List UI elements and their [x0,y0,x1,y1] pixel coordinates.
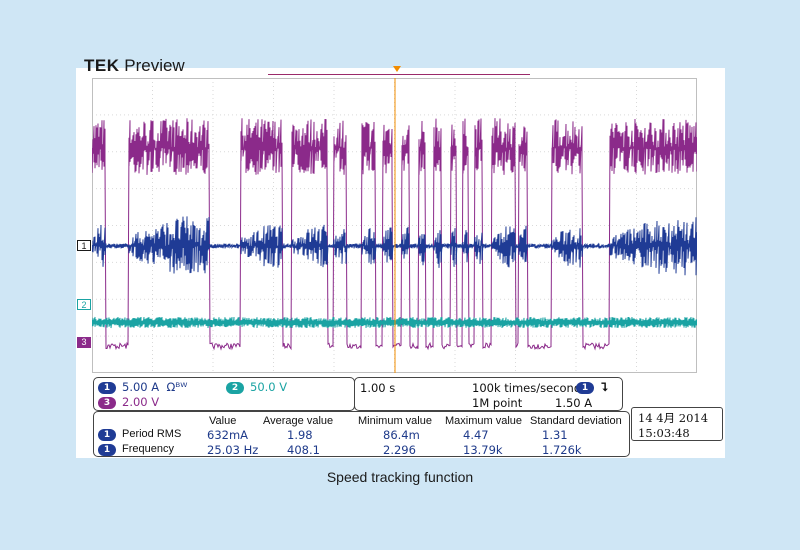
ch3-scale-row[interactable]: 3 2.00 V [98,395,159,409]
row2-average: 408.1 [287,443,320,457]
measurement-panel: Value Average value Minimum value Maximu… [93,411,630,457]
row2-std-dev: 1.726k [542,443,582,457]
ch1-ground-marker[interactable]: 1 [77,240,91,251]
ch1-units-extra: Ωᴮᵂ [166,380,188,394]
datetime-panel: 14 4月 2014 15:03:48 [631,407,723,441]
channel-scale-panel: 1 5.00 A Ωᴮᵂ 2 50.0 V 3 2.00 V [93,377,355,411]
brand-label: TEK [84,56,120,75]
row1-value: 632mA [207,428,249,442]
ch3-scale: 2.00 V [122,395,160,409]
trigger-position-line [268,74,530,75]
ch1-scale-row[interactable]: 1 5.00 A Ωᴮᵂ [98,380,187,394]
falling-edge-icon[interactable]: ⮧ [601,380,608,394]
ch3-waveform [92,118,697,351]
time-label: 15:03:48 [638,426,690,440]
timebase-panel: 1.00 s 100k times/second 1 ⮧ 1M point 1.… [354,377,623,411]
ch3-ground-marker[interactable]: 3 [77,337,91,348]
time-per-div[interactable]: 1.00 s [360,381,396,395]
trigger-source-badge[interactable]: 1 [576,382,594,394]
ch2-scale: 50.0 V [250,380,288,394]
header-std-dev: Standard deviation [530,415,622,427]
date-label: 14 4月 2014 [638,411,709,425]
header-minimum: Minimum value [358,415,432,427]
row2-channel-badge: 1 [98,444,116,456]
ch2-badge: 2 [226,381,244,394]
row1-channel-badge: 1 [98,429,116,441]
trigger-position-marker[interactable] [393,66,401,72]
row1-std-dev: 1.31 [542,428,568,442]
header-value: Value [209,415,237,427]
row2-maximum: 13.79k [463,443,503,457]
trigger-level[interactable]: 1.50 A [555,396,593,410]
header-average: Average value [263,415,334,427]
row1-maximum: 4.47 [463,428,489,442]
ch3-badge: 3 [98,396,116,409]
row2-minimum: 2.296 [383,443,416,457]
scope-title: TEK Preview [84,56,185,76]
record-length: 1M point [472,396,523,410]
ch2-ground-marker[interactable]: 2 [77,299,91,310]
ch2-scale-row[interactable]: 2 50.0 V [226,380,287,394]
ch1-badge: 1 [98,381,116,394]
row1-average: 1.98 [287,428,313,442]
title-rest: Preview [124,56,185,75]
sample-rate: 100k times/second [472,381,582,395]
row2-name: Frequency [122,443,174,455]
row2-value: 25.03 Hz [207,443,259,457]
row1-minimum: 86.4m [383,428,420,442]
ch1-scale: 5.00 A [122,380,160,394]
row1-name: Period RMS [122,428,182,440]
header-maximum: Maximum value [445,415,523,427]
waveform-display [92,78,697,373]
figure-caption: Speed tracking function [326,469,474,485]
